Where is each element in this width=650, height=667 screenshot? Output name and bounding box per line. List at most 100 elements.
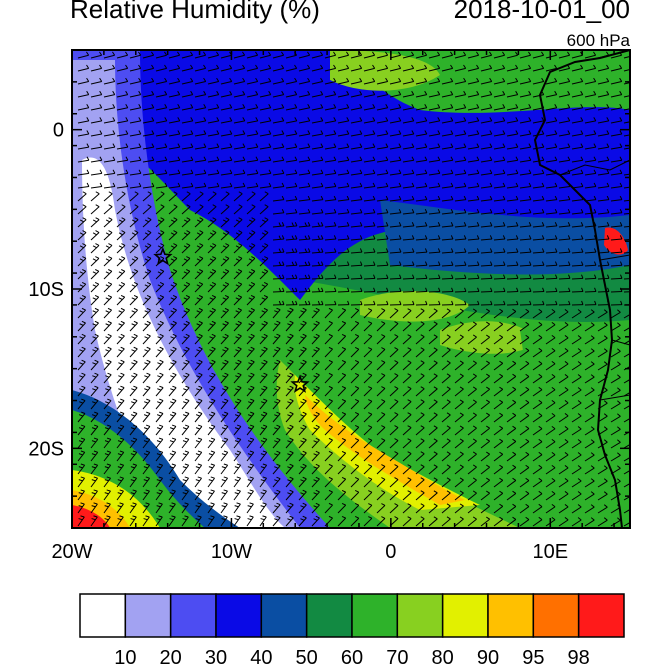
wind-barb (129, 51, 142, 59)
wind-barb (116, 346, 125, 358)
wind-barb (233, 230, 243, 241)
wind-barb (168, 385, 177, 397)
wind-barb (129, 130, 142, 137)
wind-barb (454, 117, 467, 124)
wind-barb (155, 117, 168, 124)
wind-barb (220, 320, 229, 332)
colorbar-label: 95 (522, 647, 544, 667)
wind-barb (558, 426, 569, 436)
wind-barb (441, 195, 454, 202)
wind-barb (467, 130, 480, 137)
wind-barb (610, 322, 621, 332)
wind-barb (467, 274, 480, 280)
wind-barb (311, 346, 320, 358)
wind-barb (298, 372, 307, 384)
wind-barb (142, 411, 151, 423)
wind-barb (532, 308, 543, 319)
wind-barb (194, 385, 203, 397)
wind-barb (142, 437, 151, 449)
wind-barb (558, 374, 569, 384)
wind-barb (480, 195, 493, 202)
wind-barb (168, 191, 178, 202)
wind-barb (285, 300, 298, 306)
wind-barb (532, 222, 545, 228)
wind-barb (233, 398, 242, 410)
wind-barb (168, 320, 177, 332)
wind-barb (168, 77, 181, 85)
wind-barb (428, 64, 441, 72)
wind-barb (584, 261, 597, 267)
wind-barb (350, 412, 360, 423)
wind-barb (506, 399, 517, 410)
wind-barb (298, 222, 311, 228)
wind-barb (558, 335, 569, 345)
wind-barb (272, 372, 281, 384)
wind-barb (571, 104, 584, 111)
wind-barb (389, 130, 402, 137)
wind-barb (519, 90, 532, 98)
wind-barb (363, 90, 376, 98)
wind-barb (324, 437, 333, 449)
colorbar-label: 20 (160, 647, 182, 667)
wind-barb (298, 169, 311, 176)
wind-barb (389, 261, 402, 267)
colorbar-label: 50 (296, 647, 318, 667)
wind-barb (558, 287, 571, 293)
wind-barb (402, 130, 415, 137)
wind-barb (415, 195, 428, 202)
wind-barb (168, 269, 178, 280)
wind-barb (246, 282, 256, 293)
wind-barb (454, 182, 467, 189)
wind-barb (519, 412, 530, 423)
wind-barb (363, 334, 373, 345)
wind-barb (116, 320, 125, 332)
lon-tick-label: 10W (211, 541, 252, 563)
wind-barb (272, 437, 281, 449)
wind-barb (480, 308, 490, 319)
wind-barb (337, 182, 350, 189)
wind-barb (532, 334, 543, 345)
wind-barb (259, 143, 272, 150)
wind-barb (259, 169, 272, 176)
wind-barb (90, 117, 103, 124)
wind-barb (441, 130, 454, 137)
wind-barb (142, 307, 151, 319)
wind-barb (376, 90, 389, 98)
wind-barb (519, 261, 532, 267)
wind-barb (181, 269, 191, 280)
wind-barb (493, 51, 506, 59)
wind-barb (77, 230, 87, 241)
colorbar-label: 90 (477, 647, 499, 667)
wind-barb (376, 425, 386, 436)
wind-barb (220, 256, 230, 267)
wind-barb (519, 321, 530, 332)
wind-barb (246, 64, 259, 72)
wind-barb (324, 300, 337, 306)
wind-barb (584, 309, 595, 319)
wind-barb (441, 77, 454, 85)
wind-barb (90, 230, 100, 241)
wind-barb (454, 77, 467, 85)
wind-barb (441, 156, 454, 163)
wind-barb (610, 143, 623, 150)
wind-barb (77, 130, 90, 137)
wind-barb (454, 261, 467, 267)
wind-barb (493, 261, 506, 267)
wind-barb (259, 130, 272, 137)
wind-barb (558, 361, 569, 371)
wind-barb (454, 373, 464, 384)
wind-barb (142, 130, 155, 137)
wind-barb (272, 182, 285, 189)
wind-barb (480, 90, 493, 98)
wind-barb (493, 222, 506, 228)
wind-barb (142, 398, 151, 410)
wind-barb (402, 274, 415, 280)
wind-barb (324, 182, 337, 189)
wind-barb (259, 320, 268, 332)
wind-barb (116, 51, 129, 59)
wind-barb (220, 64, 233, 72)
wind-barb (454, 90, 467, 98)
wind-barb (77, 217, 87, 228)
wind-barb (116, 90, 129, 98)
wind-barb (129, 156, 142, 163)
